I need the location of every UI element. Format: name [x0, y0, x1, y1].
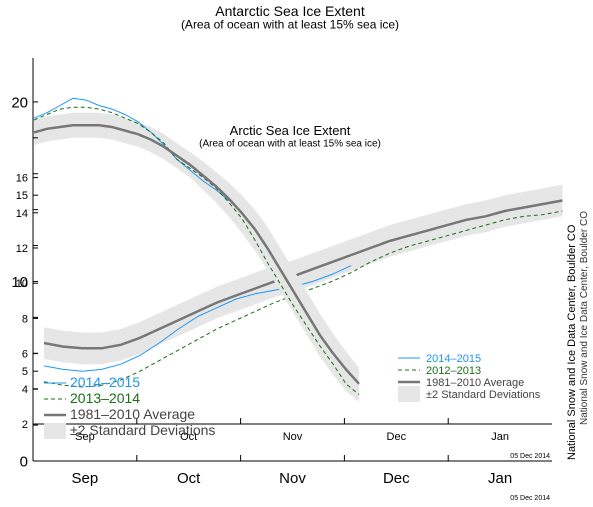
legend-label: 2013–2014	[70, 390, 140, 406]
credit-text-overlap: National Snow and Ice Data Center, Bould…	[579, 211, 590, 425]
series-line-2014-2015	[33, 97, 230, 202]
x-tick-label: Sep	[72, 470, 99, 487]
y-tick-label: 20	[11, 94, 28, 111]
antarctic-chart: 0 10 20 Sep Oct Nov Dec Jan Antarctic Sea Ice Ex…	[11, 3, 552, 502]
series-line-1981-2010-average	[43, 199, 563, 350]
x-tick-label: Jan	[491, 431, 509, 443]
chart-title: Antarctic Sea Ice Extent	[215, 3, 365, 19]
y-tick-label: 0	[20, 453, 28, 470]
legend-label: ±2 Standard Deviations	[70, 422, 215, 438]
y-tick-label: 10	[11, 274, 28, 291]
legend-swatch	[44, 423, 66, 439]
date-label: 05 Dec 2014	[510, 453, 550, 460]
credit-text: National Snow and Ice Data Center, Bould…	[566, 224, 578, 460]
x-tick-label: Oct	[177, 470, 201, 487]
x-tick-label: Nov	[283, 431, 303, 443]
chart-subtitle: (Area of ocean with at least 15% sea ice…	[199, 139, 381, 150]
series-line-2013-2014	[33, 106, 360, 395]
y-tick-label: 12	[16, 243, 28, 255]
chart-title: Arctic Sea Ice Extent	[230, 123, 351, 138]
y-tick-label: 14	[16, 208, 28, 220]
legend-label: 1981–2010 Average	[426, 377, 524, 389]
y-tick-label: 16	[16, 173, 28, 185]
legend-label: ±2 Standard Deviations	[426, 389, 541, 401]
legend-label: 1981–2010 Average	[70, 406, 195, 422]
legend-label: 2014–2015	[70, 374, 140, 390]
arctic-chart: 2 4 5 6 8 10 12 14 15 16 Sep Oct Nov Dec Jan Arctic Sea…	[16, 123, 563, 460]
x-tick-label: Jan	[488, 470, 512, 487]
legend-label: 2014–2015	[426, 353, 481, 365]
date-label: 05 Dec 2014	[510, 495, 550, 502]
x-tick-label: Nov	[279, 470, 306, 487]
series-line-1981-2010-average	[33, 124, 360, 385]
legend-swatch	[398, 386, 420, 402]
x-tick-label: Dec	[383, 470, 410, 487]
series-std-dev-band	[44, 184, 563, 365]
y-tick-label: 6	[22, 349, 28, 361]
x-tick-label: Oct	[180, 431, 197, 443]
y-tick-label: 15	[16, 190, 28, 202]
y-tick-label: 4	[22, 384, 28, 396]
credit-area: National Snow and Ice Data Center, Bould…	[566, 211, 590, 460]
y-tick-label: 5	[22, 366, 28, 378]
y-tick-label: 10	[16, 278, 28, 290]
chart-subtitle: (Area of ocean with at least 15% sea ice…	[181, 18, 399, 32]
y-tick-label: 2	[22, 419, 28, 431]
x-tick-label: Sep	[75, 431, 95, 443]
x-tick-label: Dec	[387, 431, 407, 443]
y-tick-label: 8	[22, 313, 28, 325]
legend-label: 2012–2013	[426, 365, 481, 377]
